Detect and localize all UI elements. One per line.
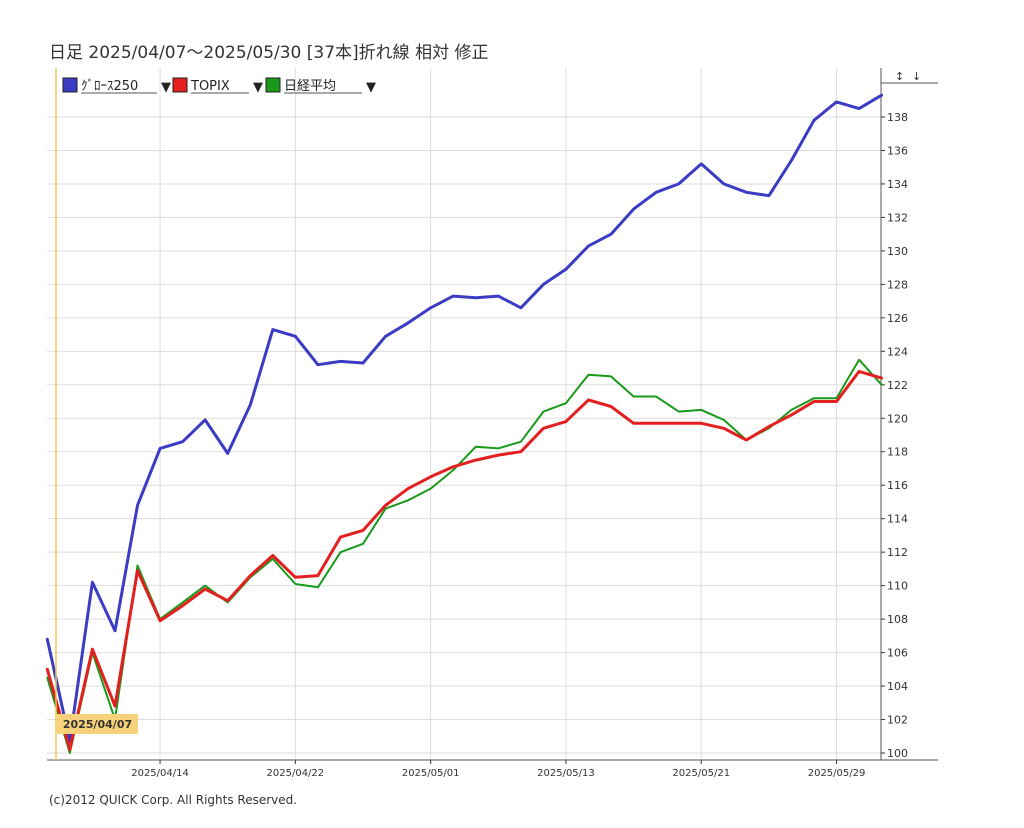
y-tick-label: 108 (887, 613, 908, 626)
date-marker: 2025/04/07 (55, 68, 138, 760)
legend-item-0[interactable]: ｸﾞﾛｰｽ250 ▼ (62, 77, 171, 95)
x-tick-label: 2025/05/29 (808, 768, 866, 779)
y-axis: 100 102 104 106 108 110 112 114 116 118 120 122 124 1… (880, 68, 938, 760)
y-tick-label: 126 (887, 312, 908, 325)
legend-label: ｸﾞﾛｰｽ250 (81, 79, 138, 94)
marker-badge-label: 2025/04/07 (63, 718, 132, 731)
x-tick-label: 2025/05/13 (537, 768, 595, 779)
legend-item-2[interactable]: 日経平均 ▼ (265, 77, 376, 95)
scale-toggle-icon[interactable]: ↕ (895, 70, 904, 83)
chart-title: 日足 2025/04/07～2025/05/30 [37本]折れ線 相対 修正 (49, 43, 489, 63)
y-tick-label: 128 (887, 278, 908, 291)
copyright-notice: (c)2012 QUICK Corp. All Rights Reserved. (49, 793, 298, 807)
y-tick-label: 134 (887, 178, 908, 191)
scroll-down-icon[interactable]: ↓ (912, 70, 921, 83)
marker-badge (57, 714, 138, 734)
y-tick-label: 116 (887, 479, 908, 492)
y-tick-label: 118 (887, 446, 908, 459)
y-tick-label: 132 (887, 211, 908, 224)
dropdown-arrow-icon[interactable]: ▼ (366, 80, 376, 95)
y-tick-label: 114 (887, 513, 908, 526)
dropdown-arrow-icon[interactable]: ▼ (253, 80, 263, 95)
legend-label: TOPIX (190, 79, 230, 94)
legend-label: 日経平均 (284, 79, 336, 94)
y-tick-label: 122 (887, 379, 908, 392)
dropdown-arrow-icon[interactable]: ▼ (161, 80, 171, 95)
y-tick-label: 136 (887, 144, 908, 157)
y-tick-label: 104 (887, 680, 908, 693)
y-tick-label: 120 (887, 412, 908, 425)
y-tick-label: 106 (887, 647, 908, 660)
grid-lines (47, 68, 881, 760)
y-tick-label: 130 (887, 245, 908, 258)
y-tick-label: 102 (887, 714, 908, 727)
y-tick-label: 138 (887, 111, 908, 124)
legend-item-1[interactable]: TOPIX ▼ (172, 77, 263, 95)
y-tick-label: 110 (887, 580, 908, 593)
axis-controls: ↕ ↓ (895, 70, 921, 83)
x-tick-label: 2025/05/21 (672, 768, 730, 779)
x-tick-label: 2025/04/14 (131, 768, 189, 779)
y-tick-label: 100 (887, 747, 908, 760)
series-line-0 (45, 93, 884, 743)
x-tick-label: 2025/05/01 (402, 768, 460, 779)
legend: ｸﾞﾛｰｽ250 ▼ TOPIX ▼ 日経平均 ▼ (62, 77, 376, 95)
legend-swatch (62, 77, 78, 93)
series-lines (45, 93, 884, 754)
legend-swatch (265, 77, 281, 93)
x-tick-label: 2025/04/22 (267, 768, 325, 779)
y-tick-label: 124 (887, 345, 908, 358)
series-line-1 (45, 369, 884, 752)
legend-swatch (172, 77, 188, 93)
x-axis: 2025/04/14 2025/04/22 2025/05/01 2025/05/13… (47, 759, 938, 779)
y-tick-label: 112 (887, 546, 908, 559)
